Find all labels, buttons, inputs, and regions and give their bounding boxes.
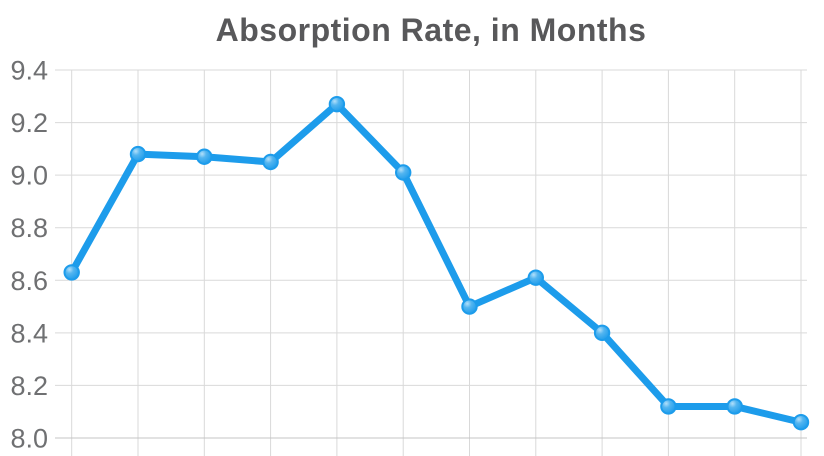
y-tick-label: 8.4 [10,318,48,348]
series-markers [63,95,810,431]
data-point-marker [593,324,611,342]
y-tick-label: 9.2 [10,108,48,138]
data-point-marker [461,298,478,315]
y-gridlines [55,69,807,439]
y-tick-label: 8.2 [10,371,48,401]
data-point-marker [527,269,544,286]
data-point-marker [660,398,677,415]
data-point-marker [262,153,279,171]
data-point-marker [196,148,213,165]
y-axis-labels: 8.0 8.2 8.4 8.6 8.8 9.0 9.2 9.4 [10,56,48,454]
data-point-marker [129,145,147,163]
data-point-marker [395,164,412,181]
y-tick-label: 9.0 [10,161,48,191]
y-tick-label: 9.4 [10,56,48,86]
y-tick-label: 8.0 [10,423,48,453]
data-point-marker [63,264,80,281]
series-line [68,100,805,426]
y-tick-label: 8.8 [10,213,48,243]
data-point-marker [328,95,346,113]
x-gridlines [71,70,802,456]
data-point-marker [792,414,810,431]
chart-title: Absorption Rate, in Months [215,12,647,48]
data-point-marker [726,398,743,415]
y-tick-label: 8.6 [10,266,48,296]
